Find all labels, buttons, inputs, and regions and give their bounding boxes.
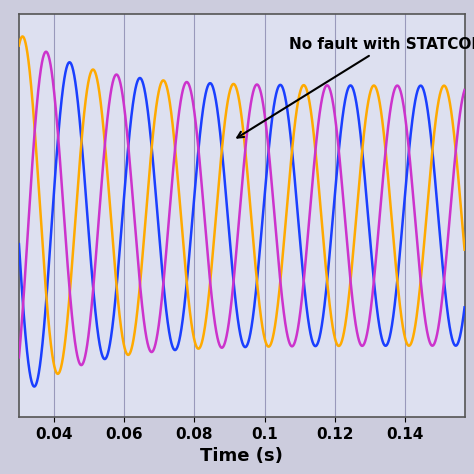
Text: No fault with STATCOM: No fault with STATCOM [237,36,474,137]
X-axis label: Time (s): Time (s) [201,447,283,465]
